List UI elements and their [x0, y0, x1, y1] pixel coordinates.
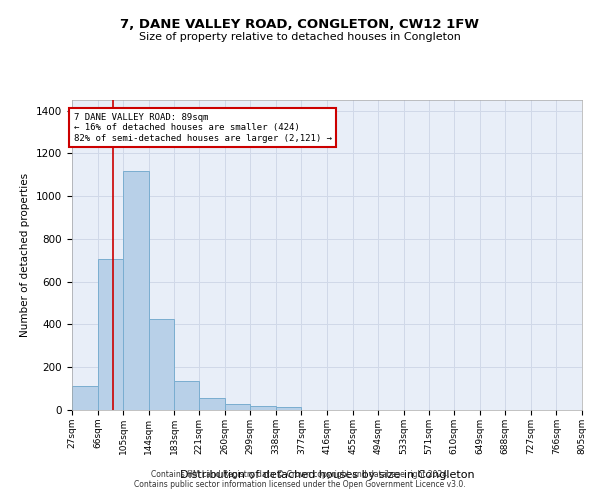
Bar: [149, 319, 174, 410]
Y-axis label: Number of detached properties: Number of detached properties: [20, 173, 31, 337]
Bar: [174, 381, 199, 410]
Text: Contains HM Land Registry data © Crown copyright and database right 2024.
Contai: Contains HM Land Registry data © Crown c…: [134, 470, 466, 489]
Text: Distribution of detached houses by size in Congleton: Distribution of detached houses by size …: [179, 470, 475, 480]
Text: Size of property relative to detached houses in Congleton: Size of property relative to detached ho…: [139, 32, 461, 42]
Text: 7 DANE VALLEY ROAD: 89sqm
← 16% of detached houses are smaller (424)
82% of semi: 7 DANE VALLEY ROAD: 89sqm ← 16% of detac…: [74, 113, 332, 142]
Bar: [225, 404, 250, 410]
Bar: [276, 408, 301, 410]
Bar: [72, 386, 98, 410]
Bar: [199, 398, 225, 410]
Bar: [98, 260, 123, 410]
Bar: [123, 170, 149, 410]
Text: 7, DANE VALLEY ROAD, CONGLETON, CW12 1FW: 7, DANE VALLEY ROAD, CONGLETON, CW12 1FW: [121, 18, 479, 30]
Bar: [250, 406, 276, 410]
